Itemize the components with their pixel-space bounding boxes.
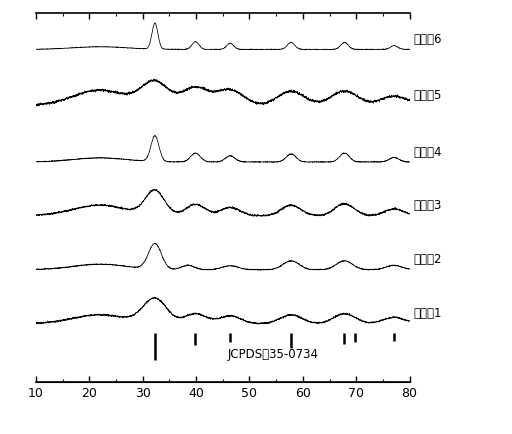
- Text: JCPDS：35-0734: JCPDS：35-0734: [228, 348, 319, 361]
- Text: 实施例2: 实施例2: [414, 253, 442, 266]
- Text: 实施例5: 实施例5: [414, 89, 442, 102]
- Text: 实施例4: 实施例4: [414, 145, 442, 158]
- Text: 实施例3: 实施例3: [414, 199, 442, 212]
- Text: 实施例1: 实施例1: [414, 307, 442, 320]
- Text: 实施例6: 实施例6: [414, 33, 442, 46]
